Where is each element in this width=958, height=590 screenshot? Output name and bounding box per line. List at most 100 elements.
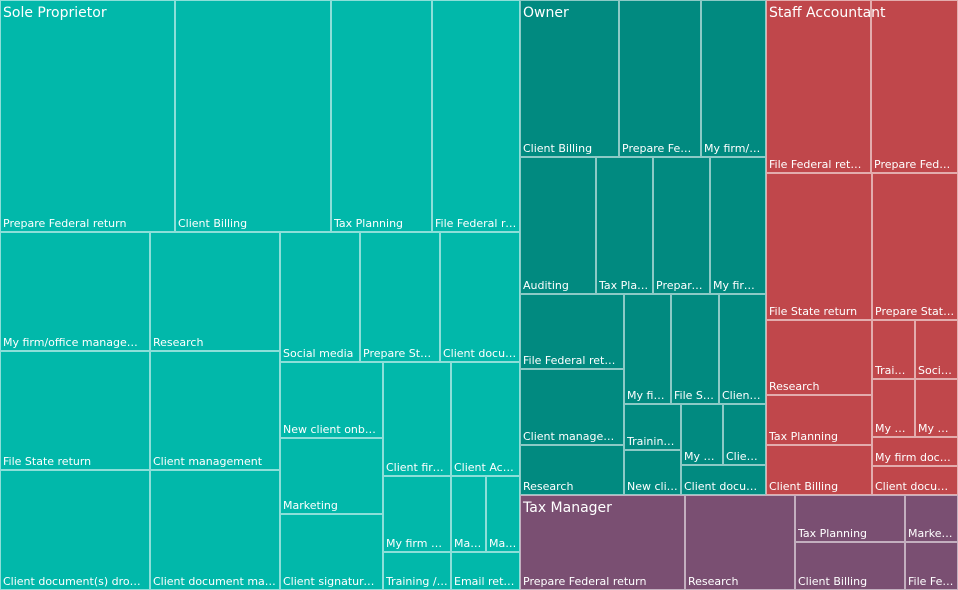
cell-label: Client Billing: [798, 575, 868, 588]
cell-label: Social media: [918, 364, 955, 377]
staff-accountant-cell[interactable]: Client document management: [872, 466, 958, 495]
owner-cell[interactable]: Auditing: [520, 157, 596, 294]
owner-cell[interactable]: Client document(s) upload: [723, 404, 766, 465]
tax-manager-cell[interactable]: Marketing: [905, 495, 958, 542]
cell-label: My firm document management: [875, 451, 955, 464]
cell-label: Tax Planning: [599, 279, 650, 292]
cell-label: Client management: [153, 455, 263, 468]
sole-proprietor-cell[interactable]: Training / education: [383, 552, 451, 590]
cell-label: Client firm management: [386, 461, 448, 474]
cell-label: Client document(s) upload: [443, 347, 517, 360]
owner-cell[interactable]: File State return: [671, 294, 719, 404]
sole-proprietor-cell[interactable]: Marketing: [451, 476, 486, 552]
staff-accountant-cell[interactable]: My firm data: [872, 379, 915, 437]
staff-accountant-cell[interactable]: Prepare State return: [872, 173, 958, 320]
tax-manager-cell[interactable]: Client Billing: [795, 542, 905, 590]
staff-accountant-cell[interactable]: Training / education: [872, 320, 915, 379]
tax-manager-cell[interactable]: File Federal return: [905, 542, 958, 590]
tax-manager-cell[interactable]: Tax Planning: [795, 495, 905, 542]
owner-cell[interactable]: Client management: [520, 369, 624, 445]
owner-cell[interactable]: My firm/office management: [624, 294, 671, 404]
cell-label: Research: [523, 480, 574, 493]
sole-proprietor-cell[interactable]: Tax Planning: [331, 0, 432, 232]
owner-cell[interactable]: File Federal return: [520, 294, 624, 369]
cell-label: Prepare Federal return: [523, 575, 647, 588]
cell-label: Research: [153, 336, 204, 349]
sole-proprietor-cell[interactable]: Client management: [150, 351, 280, 470]
cell-label: My firm data: [684, 450, 720, 463]
cell-label: Client document management: [153, 575, 277, 588]
cell-label: New client onboarding: [283, 423, 380, 436]
sole-proprietor-cell[interactable]: Email return: [451, 552, 520, 590]
cell-label: Tax Planning: [334, 217, 404, 230]
sole-proprietor-cell[interactable]: Client document(s) upload: [440, 232, 520, 362]
staff-accountant-cell[interactable]: Research: [766, 320, 872, 395]
staff-accountant-cell[interactable]: My firm/office management: [915, 379, 958, 437]
sole-proprietor-cell[interactable]: Research: [150, 232, 280, 351]
cell-label: Marketing: [489, 537, 517, 550]
staff-accountant-cell[interactable]: File State return: [766, 173, 872, 320]
cell-label: Marketing: [283, 499, 338, 512]
sole-proprietor-cell[interactable]: Social media: [280, 232, 360, 362]
sole-proprietor-cell[interactable]: Prepare Federal return: [0, 0, 175, 232]
cell-label: File Federal return: [523, 354, 621, 367]
owner-cell[interactable]: My firm data: [710, 157, 766, 294]
cell-label: New client onboarding: [627, 480, 678, 493]
sole-proprietor-cell[interactable]: Client document management: [150, 470, 280, 590]
cell-label: Client Billing: [178, 217, 248, 230]
sole-proprietor-cell[interactable]: Marketing: [486, 476, 520, 552]
owner-cell[interactable]: Prepare Federal return: [619, 0, 701, 157]
sole-proprietor-cell[interactable]: My firm/office management: [0, 232, 150, 351]
owner-cell[interactable]: My firm/office management: [701, 0, 766, 157]
tax-manager-cell[interactable]: Prepare Federal return: [520, 495, 685, 590]
cell-label: Client Accounting: [454, 461, 517, 474]
staff-accountant-cell[interactable]: Tax Planning: [766, 395, 872, 445]
tax-manager-cell[interactable]: Research: [685, 495, 795, 590]
cell-label: Training / education: [386, 575, 448, 588]
cell-label: Research: [688, 575, 739, 588]
sole-proprietor-cell[interactable]: New client onboarding: [280, 362, 383, 438]
cell-label: Training / education: [627, 435, 678, 448]
cell-label: Marketing: [908, 527, 955, 540]
sole-proprietor-cell[interactable]: Marketing: [280, 438, 383, 514]
cell-label: File Federal return: [769, 158, 868, 171]
cell-label: Tax Planning: [769, 430, 839, 443]
cell-label: Social media: [283, 347, 354, 360]
cell-label: My firm/office management: [3, 336, 147, 349]
sole-proprietor-cell[interactable]: File Federal return: [432, 0, 520, 232]
sole-proprietor-cell[interactable]: Client Billing: [175, 0, 331, 232]
staff-accountant-cell[interactable]: My firm document management: [872, 437, 958, 466]
cell-label: Client Billing: [523, 142, 593, 155]
owner-cell[interactable]: Client Accounting: [719, 294, 766, 404]
owner-cell[interactable]: New client onboarding: [624, 450, 681, 495]
cell-label: Client document management: [875, 480, 955, 493]
staff-accountant-cell[interactable]: File Federal return: [766, 0, 871, 173]
owner-cell[interactable]: Training / education: [624, 404, 681, 450]
sole-proprietor-cell[interactable]: Client signature(s): [280, 514, 383, 590]
sole-proprietor-cell[interactable]: File State return: [0, 351, 150, 470]
sole-proprietor-cell[interactable]: Client document(s) drop-off: [0, 470, 150, 590]
staff-accountant-cell[interactable]: Prepare Federal return: [871, 0, 958, 173]
cell-label: Prepare State return: [875, 305, 955, 318]
cell-label: File State return: [769, 305, 858, 318]
owner-cell[interactable]: Research: [520, 445, 624, 495]
sole-proprietor-cell[interactable]: Client Accounting: [451, 362, 520, 476]
sole-proprietor-cell[interactable]: Prepare State return: [360, 232, 440, 362]
cell-label: File Federal return: [435, 217, 517, 230]
staff-accountant-cell[interactable]: Client Billing: [766, 445, 872, 495]
cell-label: My firm/office management: [627, 389, 668, 402]
cell-label: Client document management: [684, 480, 763, 493]
cell-label: Tax Planning: [798, 527, 868, 540]
cell-label: Client document(s) upload: [726, 450, 763, 463]
owner-cell[interactable]: Client document management: [681, 465, 766, 495]
owner-cell[interactable]: Tax Planning: [596, 157, 653, 294]
cell-label: File State return: [674, 389, 716, 402]
owner-cell[interactable]: My firm data: [681, 404, 723, 465]
staff-accountant-cell[interactable]: Social media: [915, 320, 958, 379]
owner-cell[interactable]: Prepare State return: [653, 157, 710, 294]
cell-label: Training / education: [875, 364, 912, 377]
owner-cell[interactable]: Client Billing: [520, 0, 619, 157]
sole-proprietor-cell[interactable]: My firm data: [383, 476, 451, 552]
sole-proprietor-cell[interactable]: Client firm management: [383, 362, 451, 476]
cell-label: Prepare Federal return: [622, 142, 698, 155]
